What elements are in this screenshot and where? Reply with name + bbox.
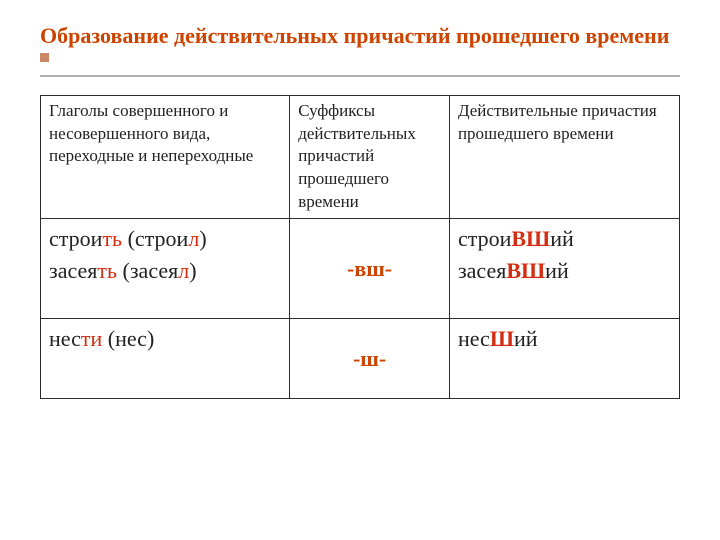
participle-cell: несШий bbox=[449, 319, 679, 399]
header-row: Глаголы совершенного и несовершенного ви… bbox=[41, 95, 680, 219]
table-row: строить (строил) засеять (засеял) -вш- с… bbox=[41, 219, 680, 319]
col-header-participles: Действительные причастия прошедшего врем… bbox=[449, 95, 679, 219]
participle-cell: строиВШий засеяВШий bbox=[449, 219, 679, 319]
suffix-cell: -вш- bbox=[290, 219, 450, 319]
bullet-icon bbox=[40, 53, 49, 62]
table-row: нести (нес) -ш- несШий bbox=[41, 319, 680, 399]
title-rule: Образование действительных причастий про… bbox=[40, 22, 680, 77]
verbs-cell: нести (нес) bbox=[41, 319, 290, 399]
col-header-suffix: Суффиксы действительных причастий прошед… bbox=[290, 95, 450, 219]
participle-table: Глаголы совершенного и несовершенного ви… bbox=[40, 95, 680, 400]
verbs-cell: строить (строил) засеять (засеял) bbox=[41, 219, 290, 319]
col-header-verbs: Глаголы совершенного и несовершенного ви… bbox=[41, 95, 290, 219]
suffix-cell: -ш- bbox=[290, 319, 450, 399]
slide-title: Образование действительных причастий про… bbox=[40, 22, 680, 51]
